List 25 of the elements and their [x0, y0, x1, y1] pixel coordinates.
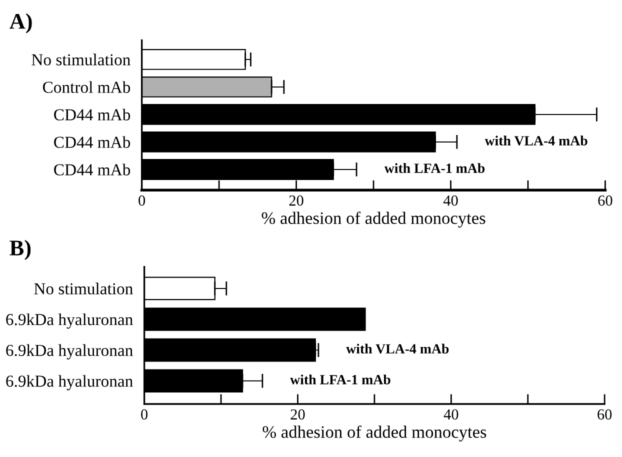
x-tick-label: 60: [598, 409, 612, 420]
x-tick-label: 60: [598, 195, 612, 206]
y-tick-label: No stimulation: [32, 54, 130, 66]
y-tick-label: CD44 mAb: [54, 136, 130, 148]
x-tick-label: 40: [444, 409, 458, 420]
y-tick-label: 6.9kDa hyaluronan: [6, 313, 133, 329]
chart-title: B): [10, 240, 31, 260]
y-tick-label: Control mAb: [42, 81, 130, 93]
x-axis-title: % adhesion of added monocytes: [262, 212, 486, 228]
x-axis-title: % adhesion of added monocytes: [262, 425, 486, 442]
y-tick-label: 6.9kDa hyaluronan: [6, 375, 133, 390]
chart-title: A): [10, 13, 32, 34]
x-tick-label: 20: [290, 409, 305, 420]
annotation: with VLA-4 mAb: [484, 136, 588, 146]
y-tick-label: CD44 mAb: [54, 164, 130, 176]
x-tick-label: 40: [443, 195, 458, 206]
y-tick-label: 6.9kDa hyaluronan: [6, 344, 133, 360]
annotation: with LFA-1 mAb: [290, 374, 390, 384]
x-tick-label: 0: [138, 195, 146, 206]
y-tick-label: CD44 mAb: [54, 108, 130, 120]
annotation: with LFA-1 mAb: [384, 163, 485, 173]
annotation: with VLA-4 mAb: [346, 344, 449, 354]
x-tick-label: 20: [289, 195, 304, 206]
y-tick-label: No stimulation: [34, 282, 133, 294]
x-tick-label: 0: [141, 409, 148, 420]
